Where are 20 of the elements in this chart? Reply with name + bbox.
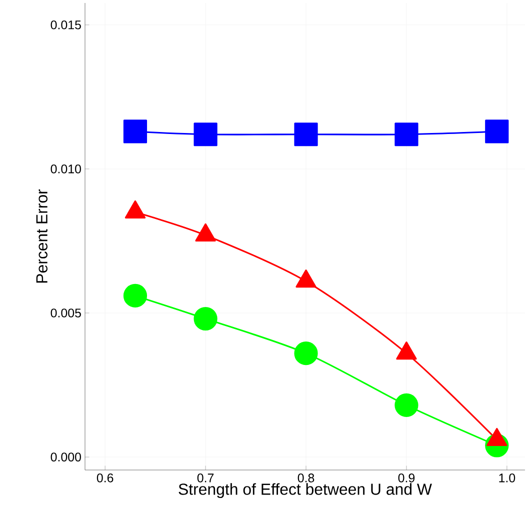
x-tick-label: 0.7 xyxy=(197,474,214,482)
point xyxy=(123,120,148,144)
y-tick-label: 0.000 xyxy=(50,452,81,462)
y-tick-label: 0.005 xyxy=(50,308,81,318)
point xyxy=(394,393,418,417)
x-tick-label: 0.6 xyxy=(96,474,114,482)
x-tick-label: 1.0 xyxy=(499,474,516,482)
point xyxy=(485,120,509,144)
y-axis-title: Percent Error xyxy=(36,189,48,283)
x-axis-title: Strength of Effect between U and W xyxy=(178,483,432,498)
y-tick-label: 0.010 xyxy=(50,164,81,174)
point xyxy=(194,306,218,331)
point xyxy=(394,122,418,146)
y-tick-label: 0.015 xyxy=(50,20,81,30)
x-tick-label: 0.9 xyxy=(398,474,415,482)
x-tick-label: 0.8 xyxy=(298,474,314,482)
point xyxy=(194,122,218,146)
point xyxy=(294,122,318,146)
point xyxy=(123,284,148,308)
point xyxy=(294,342,318,366)
